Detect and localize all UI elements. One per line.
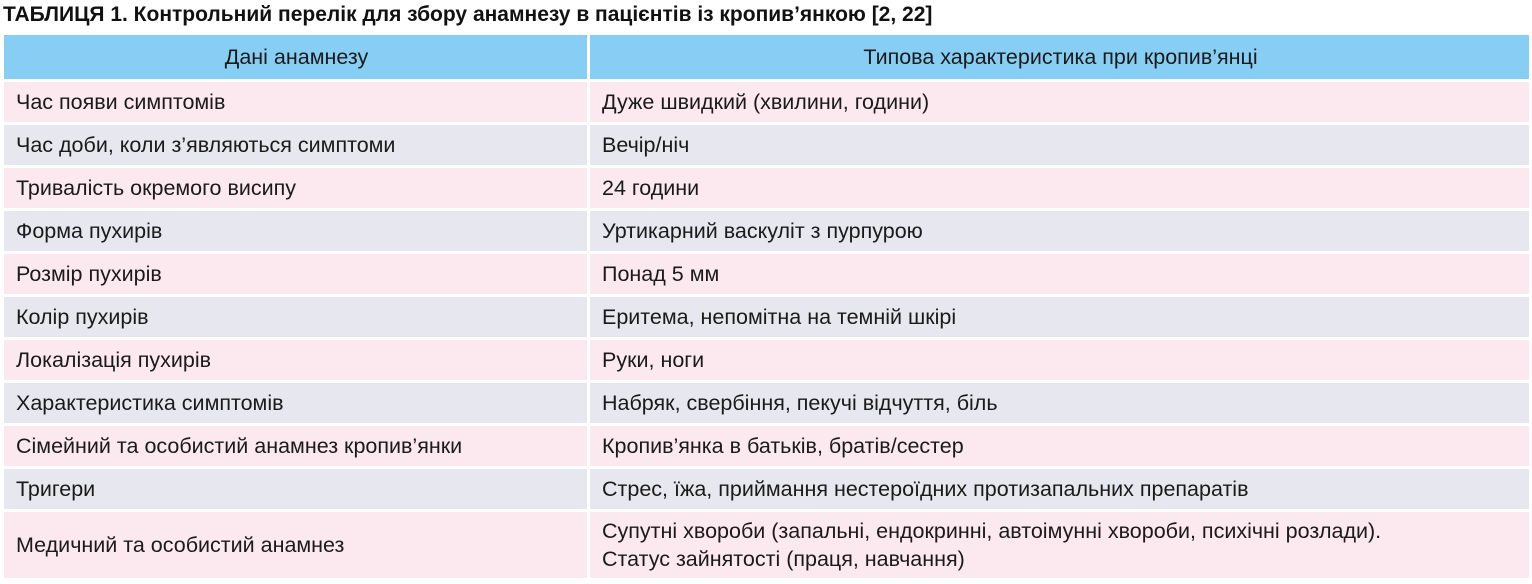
table-row: Розмір пухирів Понад 5 мм (4, 254, 1529, 294)
column-header: Дані анамнезу (4, 35, 587, 79)
cell-line: Супутні хвороби (запальні, ендокринні, а… (602, 519, 1382, 543)
cell-history-item: Колір пухирів (4, 297, 587, 337)
cell-history-item: Форма пухирів (4, 211, 587, 251)
cell-history-item: Характеристика симптомів (4, 383, 587, 423)
table-row: Медичний та особистий анамнез Супутні хво… (4, 512, 1529, 578)
table-row: Колір пухирів Еритема, непомітна на темні… (4, 297, 1529, 337)
cell-history-item: Час появи симптомів (4, 82, 587, 122)
cell-history-item: Тригери (4, 469, 587, 509)
cell-history-item: Тривалість окремого висипу (4, 168, 587, 208)
cell-history-item: Медичний та особистий анамнез (4, 512, 587, 578)
table-row: Час появи симптомів Дуже швидкий (хвилини… (4, 82, 1529, 122)
table-row: Форма пухирів Уртикарний васкуліт з пурпу… (4, 211, 1529, 251)
table-row: Тривалість окремого висипу 24 години (4, 168, 1529, 208)
cell-typical-characteristic: Кропив’янка в батьків, братів/сестер (590, 426, 1529, 466)
cell-line: Статус зайнятості (праця, навчання) (602, 547, 965, 571)
anamnesis-table: Дані анамнезу Типова характеристика при … (1, 32, 1532, 581)
column-header: Типова характеристика при кропив’янці (590, 35, 1529, 79)
table-title: ТАБЛИЦЯ 1. Контрольний перелік для збору… (3, 3, 933, 26)
cell-typical-characteristic: Дуже швидкий (хвилини, години) (590, 82, 1529, 122)
cell-typical-characteristic: Понад 5 мм (590, 254, 1529, 294)
cell-typical-characteristic: Уртикарний васкуліт з пурпурою (590, 211, 1529, 251)
table-header-row: Дані анамнезу Типова характеристика при … (4, 35, 1529, 79)
cell-history-item: Локалізація пухирів (4, 340, 587, 380)
cell-typical-characteristic: Набряк, свербіння, пекучі відчуття, біль (590, 383, 1529, 423)
cell-typical-characteristic: Руки, ноги (590, 340, 1529, 380)
cell-typical-characteristic: Супутні хвороби (запальні, ендокринні, а… (590, 512, 1529, 578)
cell-history-item: Сімейний та особистий анамнез кропив’янк… (4, 426, 587, 466)
table-row: Локалізація пухирів Руки, ноги (4, 340, 1529, 380)
table-row: Сімейний та особистий анамнез кропив’янк… (4, 426, 1529, 466)
cell-typical-characteristic: 24 години (590, 168, 1529, 208)
cell-typical-characteristic: Стрес, їжа, приймання нестероїдних проти… (590, 469, 1529, 509)
cell-typical-characteristic: Еритема, непомітна на темній шкірі (590, 297, 1529, 337)
table-row: Час доби, коли з’являються симптоми Вечір… (4, 125, 1529, 165)
cell-history-item: Час доби, коли з’являються симптоми (4, 125, 587, 165)
table-row: Характеристика симптомів Набряк, свербінн… (4, 383, 1529, 423)
cell-typical-characteristic: Вечір/ніч (590, 125, 1529, 165)
table-row: Тригери Стрес, їжа, приймання нестероїдни… (4, 469, 1529, 509)
cell-history-item: Розмір пухирів (4, 254, 587, 294)
